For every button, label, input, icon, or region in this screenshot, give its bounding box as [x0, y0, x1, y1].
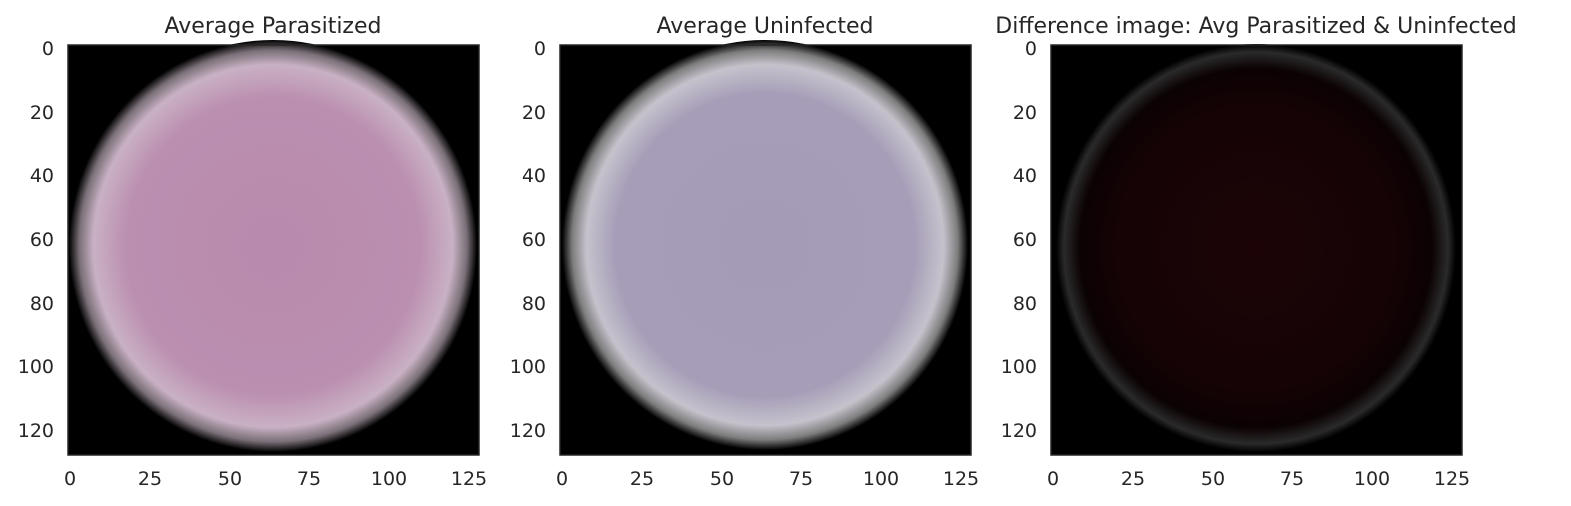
x-tick-label: 125	[1434, 468, 1470, 490]
x-tick-label: 50	[218, 468, 242, 490]
axes-frame	[67, 44, 480, 456]
y-tick-label: 0	[1025, 38, 1037, 60]
y-tick-label: 100	[510, 356, 546, 378]
panel-title: Average Uninfected	[657, 14, 874, 39]
y-ticks: 0 20 40 60 80 100 120	[510, 38, 546, 442]
x-tick-label: 50	[710, 468, 734, 490]
y-tick-label: 80	[30, 293, 54, 315]
y-tick-label: 60	[1013, 229, 1037, 251]
y-tick-label: 0	[42, 38, 54, 60]
x-ticks: 0 25 50 75 100 125	[556, 468, 979, 490]
x-tick-label: 125	[451, 468, 487, 490]
x-tick-label: 75	[1280, 468, 1304, 490]
x-ticks: 0 25 50 75 100 125	[1047, 468, 1470, 490]
panel-title: Average Parasitized	[165, 14, 382, 39]
y-tick-label: 60	[30, 229, 54, 251]
x-tick-label: 25	[1121, 468, 1145, 490]
cell-image	[1056, 44, 1456, 452]
y-tick-label: 0	[534, 38, 546, 60]
x-tick-label: 0	[1047, 468, 1059, 490]
y-tick-label: 100	[18, 356, 54, 378]
y-tick-label: 120	[510, 420, 546, 442]
x-tick-label: 0	[556, 468, 568, 490]
panel-difference-image: Difference image: Avg Parasitized & Unin…	[995, 14, 1516, 490]
y-tick-label: 20	[522, 102, 546, 124]
y-tick-label: 120	[1001, 420, 1037, 442]
y-tick-label: 120	[18, 420, 54, 442]
x-tick-label: 25	[138, 468, 162, 490]
cell-image	[69, 40, 477, 452]
x-tick-label: 75	[789, 468, 813, 490]
x-tick-label: 100	[1354, 468, 1390, 490]
y-ticks: 0 20 40 60 80 100 120	[18, 38, 54, 442]
y-tick-label: 20	[30, 102, 54, 124]
y-tick-label: 100	[1001, 356, 1037, 378]
axes-frame	[559, 44, 972, 456]
panel-average-uninfected: Average Uninfected 0 20 40 60 80 100 120…	[510, 14, 979, 490]
x-tick-label: 50	[1201, 468, 1225, 490]
y-tick-label: 40	[522, 165, 546, 187]
x-tick-label: 125	[943, 468, 979, 490]
x-tick-label: 100	[863, 468, 899, 490]
y-tick-label: 80	[522, 293, 546, 315]
panel-average-parasitized: Average Parasitized 0 20 40 60 80 100 12…	[18, 14, 487, 490]
y-tick-label: 60	[522, 229, 546, 251]
y-tick-label: 40	[1013, 165, 1037, 187]
cell-image	[562, 40, 968, 450]
axes-frame	[1050, 44, 1463, 456]
x-tick-label: 0	[64, 468, 76, 490]
x-tick-label: 25	[630, 468, 654, 490]
x-tick-label: 75	[297, 468, 321, 490]
y-tick-label: 80	[1013, 293, 1037, 315]
y-tick-label: 20	[1013, 102, 1037, 124]
y-tick-label: 40	[30, 165, 54, 187]
x-tick-label: 100	[371, 468, 407, 490]
x-ticks: 0 25 50 75 100 125	[64, 468, 487, 490]
y-ticks: 0 20 40 60 80 100 120	[1001, 38, 1037, 442]
panel-title: Difference image: Avg Parasitized & Unin…	[995, 14, 1516, 39]
